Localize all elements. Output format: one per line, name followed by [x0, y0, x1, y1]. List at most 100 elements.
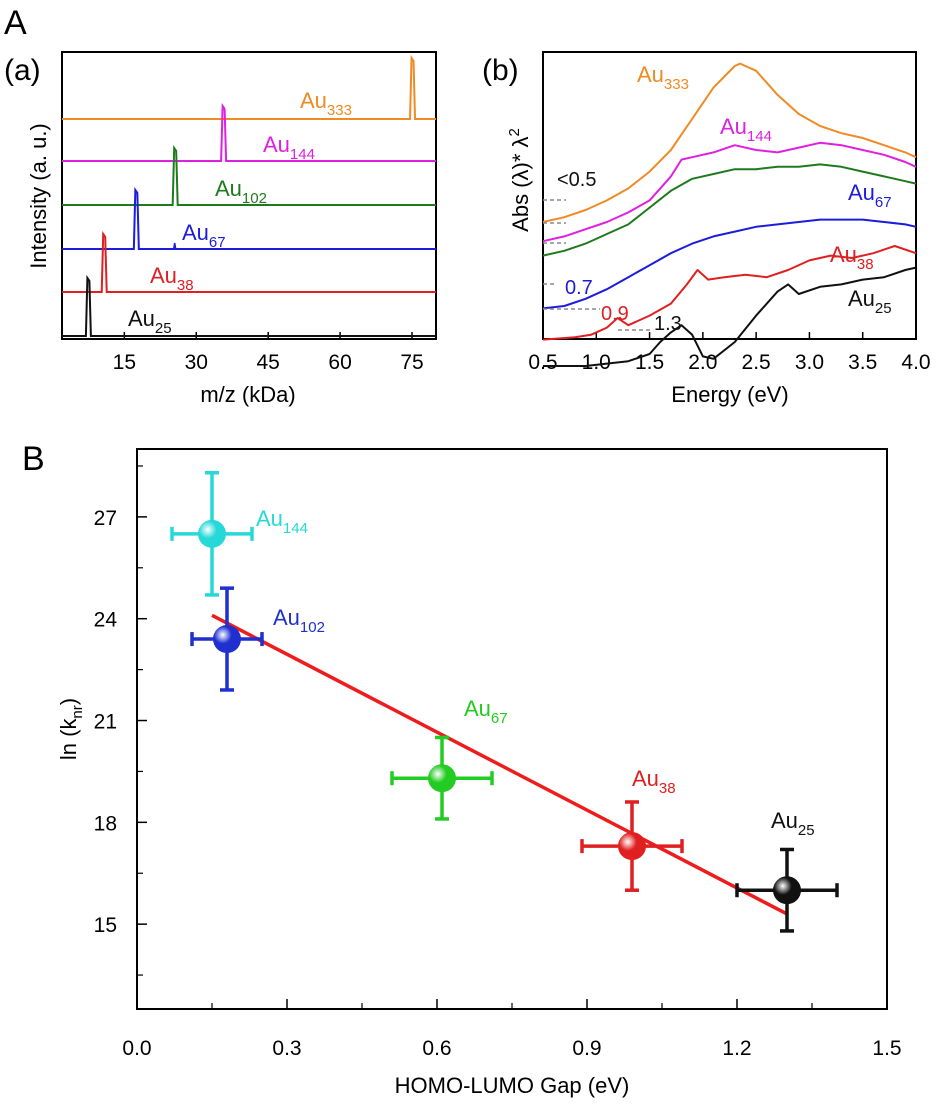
mass-spectrum-label-au102-base: Au: [215, 176, 242, 201]
absorption-x-tick-label: 4.0: [901, 351, 930, 374]
mass-spectra-x-tick-label: 15: [113, 351, 136, 374]
absorption-label-au67: Au67: [848, 180, 892, 211]
mass-spectrum-label-au144: Au144: [263, 132, 315, 163]
mass-spectrum-minor-peak: [172, 242, 177, 250]
mass-spectrum-label-au102-sub: 102: [242, 190, 267, 207]
gap-correlation-y-label-main: ln (k: [56, 718, 81, 761]
mass-spectra-x-tick-label: 75: [400, 351, 423, 374]
absorption-line-au38: [542, 245, 917, 341]
absorption-label-au67-base: Au: [848, 180, 875, 205]
absorption-line-au144: [542, 141, 917, 243]
mass-spectrum-label-au144-sub: 144: [290, 146, 315, 163]
absorption-x-tick-label: 2.0: [688, 351, 717, 374]
mass-spectrum-line-au38: [62, 230, 436, 293]
data-point-label: Au25: [771, 808, 815, 839]
fit-line: [211, 613, 788, 916]
mass-spectra-x-tick-label: 45: [256, 351, 279, 374]
data-marker: [198, 519, 226, 548]
mass-spectra-x-tick-label: 60: [328, 351, 351, 374]
absorption-label-au144: Au144: [720, 114, 772, 145]
absorption-label-au38-sub: 38: [857, 256, 874, 273]
mass-spectrum-line-au67: [62, 186, 436, 250]
mass-spectra-series: [62, 54, 436, 337]
gap-x-tick-label: 0.0: [122, 1037, 151, 1060]
panel-label-a: (a): [4, 54, 41, 87]
absorption-label-au38-base: Au: [830, 242, 857, 267]
data-point-label-sub: 25: [798, 822, 815, 839]
mass-spectrum-label-au333-sub: 333: [327, 102, 352, 119]
gap-correlation-y-label-end: ): [56, 698, 81, 705]
data-point-label-sub: 38: [659, 780, 676, 797]
gap-y-tick-label: 15: [94, 914, 117, 937]
mass-spectrum-label-au25-base: Au: [128, 306, 155, 331]
absorption-label-au333-sub: 333: [664, 76, 689, 93]
gap-correlation-axes: 0.0 0.3 0.6 0.9 1.2 1.5 15 18 21 24 27: [94, 465, 902, 1060]
gap-y-tick-label: 24: [94, 609, 118, 632]
absorption-gap-markers: <0.5 0.7 0.9 1.3: [543, 169, 682, 335]
absorption-y-label-sup: 2: [506, 128, 523, 136]
data-point-au38: Au38: [580, 766, 684, 892]
data-point-label: Au144: [256, 506, 308, 537]
mass-spectra-x-tick-label: 30: [185, 351, 208, 374]
mass-spectrum-label-au25-sub: 25: [155, 320, 172, 337]
data-point-label-base: Au: [256, 506, 283, 531]
mass-spectrum-label-au67-sub: 67: [209, 234, 226, 251]
mass-spectrum-label-au333: Au333: [300, 88, 352, 119]
panel-label-B: B: [22, 440, 45, 478]
gap-x-tick-label: 1.2: [722, 1037, 751, 1060]
absorption-line-au67: [542, 218, 917, 310]
absorption-line-au102: [542, 163, 917, 257]
gap-value-label: <0.5: [557, 169, 596, 191]
mass-spectrum-line-au144: [62, 102, 436, 162]
absorption-x-tick-label: 0.5: [528, 351, 557, 374]
gap-correlation-x-label: HOMO-LUMO Gap (eV): [395, 1073, 630, 1098]
absorption-label-au67-sub: 67: [875, 194, 892, 211]
data-marker: [428, 764, 456, 793]
gap-y-tick-label: 27: [94, 507, 117, 530]
data-point-label-base: Au: [464, 696, 491, 721]
absorption-label-au25: Au25: [848, 286, 892, 317]
mass-spectrum-label-au38-base: Au: [150, 263, 177, 288]
gap-x-tick-label: 0.9: [572, 1037, 601, 1060]
absorption-label-au25-base: Au: [848, 286, 875, 311]
gap-value-label: 0.9: [601, 303, 629, 325]
absorption-label-au144-sub: 144: [747, 128, 772, 145]
data-point-label-base: Au: [632, 766, 659, 791]
gap-correlation-y-label: ln (knr): [56, 698, 86, 760]
data-point-au144: Au144: [170, 471, 308, 597]
gap-y-tick-label: 21: [94, 711, 117, 734]
data-marker: [773, 876, 801, 905]
mass-spectra-frame: [61, 51, 437, 340]
absorption-panel: 0.5 1.0 1.5 2.0 2.5 3.0 3.5 4.0 Au333Au144Au67A…: [506, 51, 931, 407]
mass-spectrum-label-au38-sub: 38: [177, 277, 194, 294]
panel-label-A: A: [4, 4, 27, 42]
panel-label-b: (b): [482, 54, 519, 87]
gap-x-tick-label: 1.5: [872, 1037, 901, 1060]
data-point-au25: Au25: [735, 808, 839, 933]
gap-value-label: 1.3: [654, 313, 682, 335]
absorption-x-tick-label: 1.0: [582, 351, 611, 374]
gap-x-tick-label: 0.3: [272, 1037, 301, 1060]
data-marker: [213, 625, 241, 654]
data-point-label-sub: 102: [300, 619, 325, 636]
data-point-label-base: Au: [771, 808, 798, 833]
mass-spectrum-label-au67: Au67: [182, 220, 226, 251]
data-point-label-sub: 144: [283, 520, 308, 537]
absorption-y-label: Abs (λ)* λ2: [506, 128, 533, 232]
absorption-label-au333: Au333: [637, 62, 689, 93]
absorption-x-axis: 0.5 1.0 1.5 2.0 2.5 3.0 3.5 4.0: [528, 332, 931, 374]
data-point-label-sub: 67: [491, 710, 508, 727]
data-point-label-base: Au: [273, 605, 300, 630]
data-point-label: Au38: [632, 766, 676, 797]
absorption-line-au333: [542, 62, 917, 223]
gap-correlation-y-label-sub: nr: [69, 705, 86, 718]
absorption-y-label-main: Abs (λ)* λ: [508, 136, 533, 231]
absorption-label-au144-base: Au: [720, 114, 747, 139]
gap-value-label: 0.7: [565, 277, 593, 299]
absorption-x-tick-label: 3.5: [848, 351, 877, 374]
